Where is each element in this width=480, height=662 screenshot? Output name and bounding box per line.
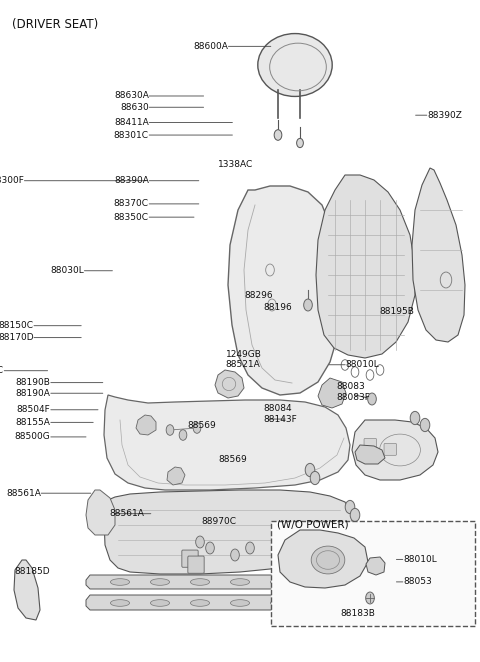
Circle shape (310, 471, 320, 485)
Polygon shape (167, 467, 185, 485)
Text: 88630: 88630 (120, 103, 149, 112)
Text: 88500G: 88500G (15, 432, 50, 442)
Ellipse shape (270, 579, 289, 585)
Circle shape (368, 393, 376, 405)
Polygon shape (86, 575, 346, 589)
Polygon shape (104, 395, 350, 490)
Text: 88010L: 88010L (403, 555, 437, 564)
Polygon shape (318, 378, 346, 408)
Circle shape (420, 418, 430, 432)
Text: 88183B: 88183B (341, 608, 376, 618)
FancyBboxPatch shape (182, 550, 198, 567)
Circle shape (231, 549, 240, 561)
Text: 88521A: 88521A (226, 360, 260, 369)
Circle shape (193, 423, 201, 434)
Text: 88185D: 88185D (14, 567, 50, 577)
Ellipse shape (311, 546, 345, 574)
Polygon shape (278, 530, 368, 588)
Text: 88970C: 88970C (202, 517, 237, 526)
Text: 1249GB: 1249GB (226, 350, 262, 359)
Circle shape (410, 411, 420, 424)
Text: 88196: 88196 (263, 303, 292, 312)
Polygon shape (352, 420, 438, 480)
Circle shape (166, 425, 174, 436)
Circle shape (366, 592, 374, 604)
Polygon shape (366, 557, 385, 575)
Text: 88504F: 88504F (17, 405, 50, 414)
Ellipse shape (230, 579, 250, 585)
Text: 88100C: 88100C (0, 366, 4, 375)
Ellipse shape (230, 600, 250, 606)
FancyBboxPatch shape (271, 521, 475, 626)
Circle shape (297, 138, 303, 148)
Text: 88600A: 88600A (193, 42, 228, 51)
Text: 88296: 88296 (245, 291, 274, 301)
Polygon shape (86, 595, 346, 610)
FancyBboxPatch shape (384, 444, 396, 455)
Text: 88561A: 88561A (6, 489, 41, 498)
FancyBboxPatch shape (188, 556, 204, 573)
Text: 88143F: 88143F (263, 414, 297, 424)
Circle shape (350, 508, 360, 522)
Polygon shape (355, 445, 385, 464)
Ellipse shape (305, 600, 324, 606)
Polygon shape (104, 490, 352, 574)
Polygon shape (228, 186, 342, 395)
Text: 88300F: 88300F (0, 176, 24, 185)
Text: 1338AC: 1338AC (218, 160, 253, 169)
Polygon shape (412, 168, 465, 342)
Text: 88010L: 88010L (346, 360, 379, 369)
Text: 88370C: 88370C (114, 199, 149, 209)
Text: 88569: 88569 (187, 421, 216, 430)
Text: 88155A: 88155A (15, 418, 50, 427)
Polygon shape (215, 370, 244, 398)
Text: 88630A: 88630A (114, 91, 149, 101)
Circle shape (305, 463, 315, 477)
Text: 88195B: 88195B (379, 307, 414, 316)
Text: 88190A: 88190A (15, 389, 50, 398)
Text: 88411A: 88411A (114, 118, 149, 127)
Text: (DRIVER SEAT): (DRIVER SEAT) (12, 18, 98, 31)
Ellipse shape (150, 600, 169, 606)
Circle shape (246, 542, 254, 554)
Ellipse shape (258, 34, 332, 97)
Ellipse shape (150, 579, 169, 585)
Text: 88083: 88083 (336, 382, 365, 391)
Polygon shape (14, 560, 40, 620)
Circle shape (196, 536, 204, 548)
Ellipse shape (191, 600, 210, 606)
Text: 88390Z: 88390Z (427, 111, 462, 120)
Text: 88561A: 88561A (109, 509, 144, 518)
Text: (W/O POWER): (W/O POWER) (277, 520, 349, 530)
Text: 88084: 88084 (263, 404, 292, 413)
Ellipse shape (270, 600, 289, 606)
Text: 88569: 88569 (218, 455, 247, 464)
Polygon shape (136, 415, 156, 435)
Circle shape (274, 130, 282, 140)
Text: 88150C: 88150C (0, 321, 34, 330)
Text: 88390A: 88390A (114, 176, 149, 185)
Text: 88190B: 88190B (15, 378, 50, 387)
Circle shape (345, 500, 355, 514)
Text: 88030L: 88030L (50, 266, 84, 275)
Text: 88083F: 88083F (336, 393, 370, 402)
Ellipse shape (191, 579, 210, 585)
Polygon shape (86, 490, 115, 535)
Polygon shape (295, 554, 320, 575)
Ellipse shape (110, 579, 130, 585)
Text: 88170D: 88170D (0, 333, 34, 342)
FancyBboxPatch shape (364, 438, 376, 450)
Circle shape (179, 430, 187, 440)
Circle shape (205, 542, 214, 554)
Polygon shape (316, 175, 415, 358)
Circle shape (304, 299, 312, 311)
Ellipse shape (110, 600, 130, 606)
Text: 88053: 88053 (403, 577, 432, 587)
Ellipse shape (305, 579, 324, 585)
Text: 88301C: 88301C (114, 130, 149, 140)
Text: 88350C: 88350C (114, 213, 149, 222)
